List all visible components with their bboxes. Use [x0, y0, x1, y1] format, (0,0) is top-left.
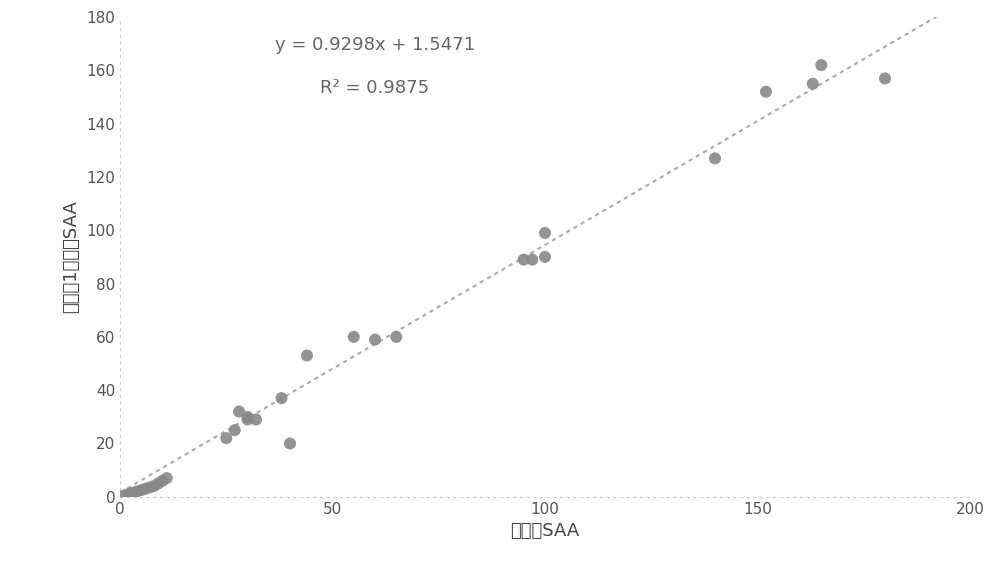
Point	[227, 425, 243, 435]
Point	[299, 351, 315, 360]
Point	[137, 484, 154, 493]
Point	[274, 393, 290, 403]
Point	[150, 479, 166, 488]
Point	[116, 491, 132, 500]
Point	[537, 252, 553, 262]
Point	[367, 335, 383, 344]
Point	[154, 476, 170, 485]
Point	[248, 415, 264, 424]
Point	[142, 483, 158, 492]
Point	[524, 255, 540, 264]
Point	[537, 228, 553, 238]
Point	[218, 433, 234, 443]
Point	[146, 481, 162, 490]
Point	[877, 74, 893, 83]
Point	[805, 79, 821, 89]
Point	[231, 407, 247, 416]
Point	[516, 255, 532, 264]
Point	[758, 87, 774, 96]
Point	[129, 487, 145, 496]
Point	[120, 489, 136, 498]
Point	[240, 415, 256, 424]
Point	[346, 332, 362, 341]
Text: y = 0.9298x + 1.5471: y = 0.9298x + 1.5471	[275, 37, 475, 54]
X-axis label: 西门子SAA: 西门子SAA	[510, 522, 580, 540]
Point	[133, 485, 149, 494]
Point	[159, 473, 175, 482]
Point	[388, 332, 404, 341]
Point	[240, 412, 256, 421]
Text: R² = 0.9875: R² = 0.9875	[320, 79, 430, 98]
Point	[813, 61, 829, 70]
Point	[282, 439, 298, 448]
Y-axis label: 实施例1试剂盒SAA: 实施例1试剂盒SAA	[63, 200, 81, 313]
Point	[125, 488, 141, 497]
Point	[707, 154, 723, 163]
